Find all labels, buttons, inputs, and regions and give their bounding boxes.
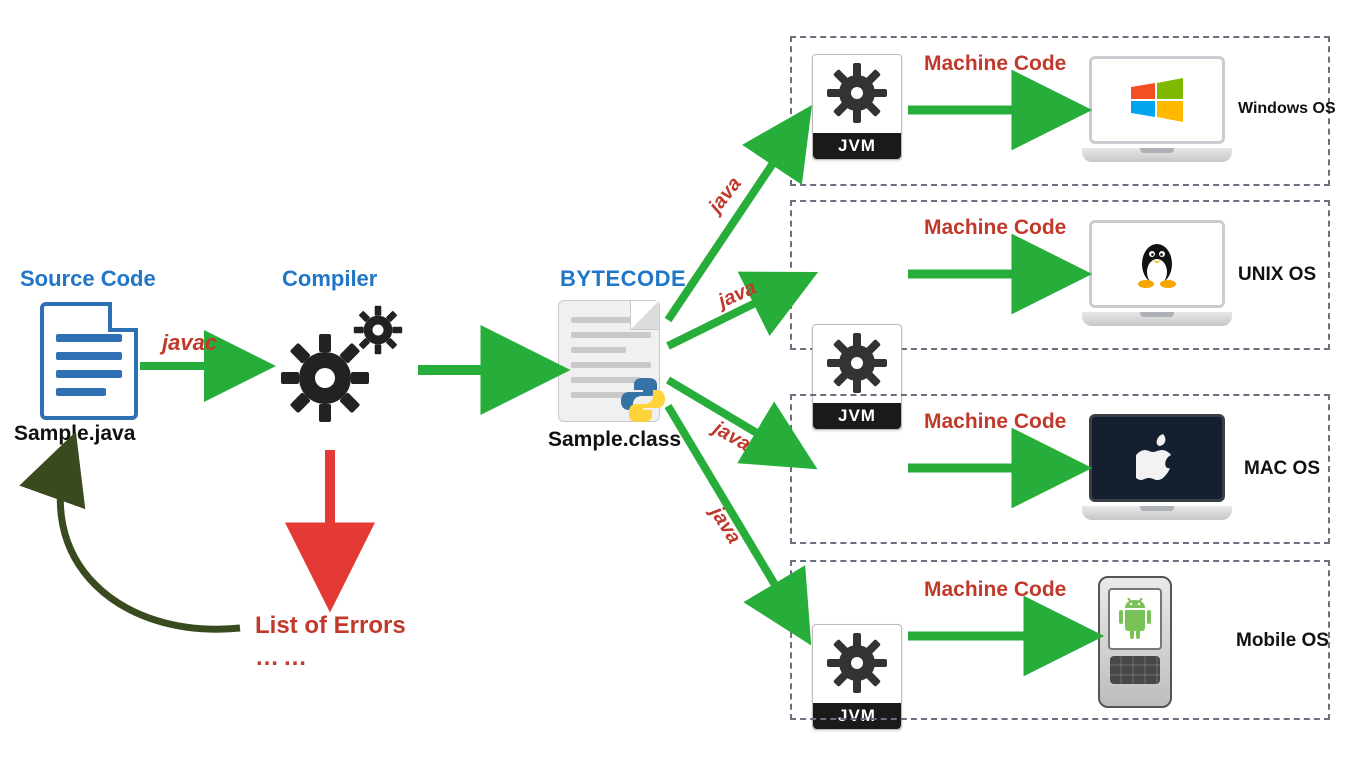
platform-label-windows: Windows OS (1238, 100, 1336, 118)
bytecode-file-icon (558, 300, 660, 422)
bytecode-title: BYTECODE (560, 266, 686, 292)
java-edge-label-3: java (707, 416, 754, 456)
platform-label-unix: UNIX OS (1238, 264, 1316, 286)
laptop-unix (1082, 220, 1232, 330)
javac-edge-label: javac (162, 330, 217, 356)
bytecode-caption: Sample.class (548, 428, 681, 452)
platform-label-mac: MAC OS (1244, 458, 1320, 480)
compiler-title: Compiler (282, 266, 377, 292)
machine-code-label-2: Machine Code (924, 216, 1066, 240)
phone-mobile (1098, 576, 1172, 708)
machine-code-label-1: Machine Code (924, 52, 1066, 76)
java-edge-label-4: java (704, 500, 745, 547)
source-code-title: Source Code (20, 266, 156, 292)
diagram-stage: Source Code Sample.java Compiler (0, 0, 1358, 764)
windows-logo-icon (1129, 75, 1185, 125)
android-logo-icon (1116, 598, 1154, 640)
errors-dots: …… (255, 644, 311, 672)
java-edge-label-1: java (703, 173, 746, 220)
jvm-tile-windows: JVM (812, 54, 902, 160)
jvm-band-label: JVM (813, 133, 901, 159)
laptop-windows (1082, 56, 1232, 166)
source-file-icon (40, 302, 138, 420)
platform-label-mobile: Mobile OS (1236, 630, 1329, 652)
java-edge-label-2: java (712, 277, 759, 314)
source-file-caption: Sample.java (14, 422, 135, 446)
machine-code-label-4: Machine Code (924, 578, 1066, 602)
laptop-mac (1082, 414, 1232, 524)
apple-logo-icon (1136, 434, 1178, 482)
compiler-gears-icon (270, 300, 420, 445)
machine-code-label-3: Machine Code (924, 410, 1066, 434)
errors-label: List of Errors (255, 612, 406, 640)
linux-tux-icon (1129, 236, 1185, 292)
